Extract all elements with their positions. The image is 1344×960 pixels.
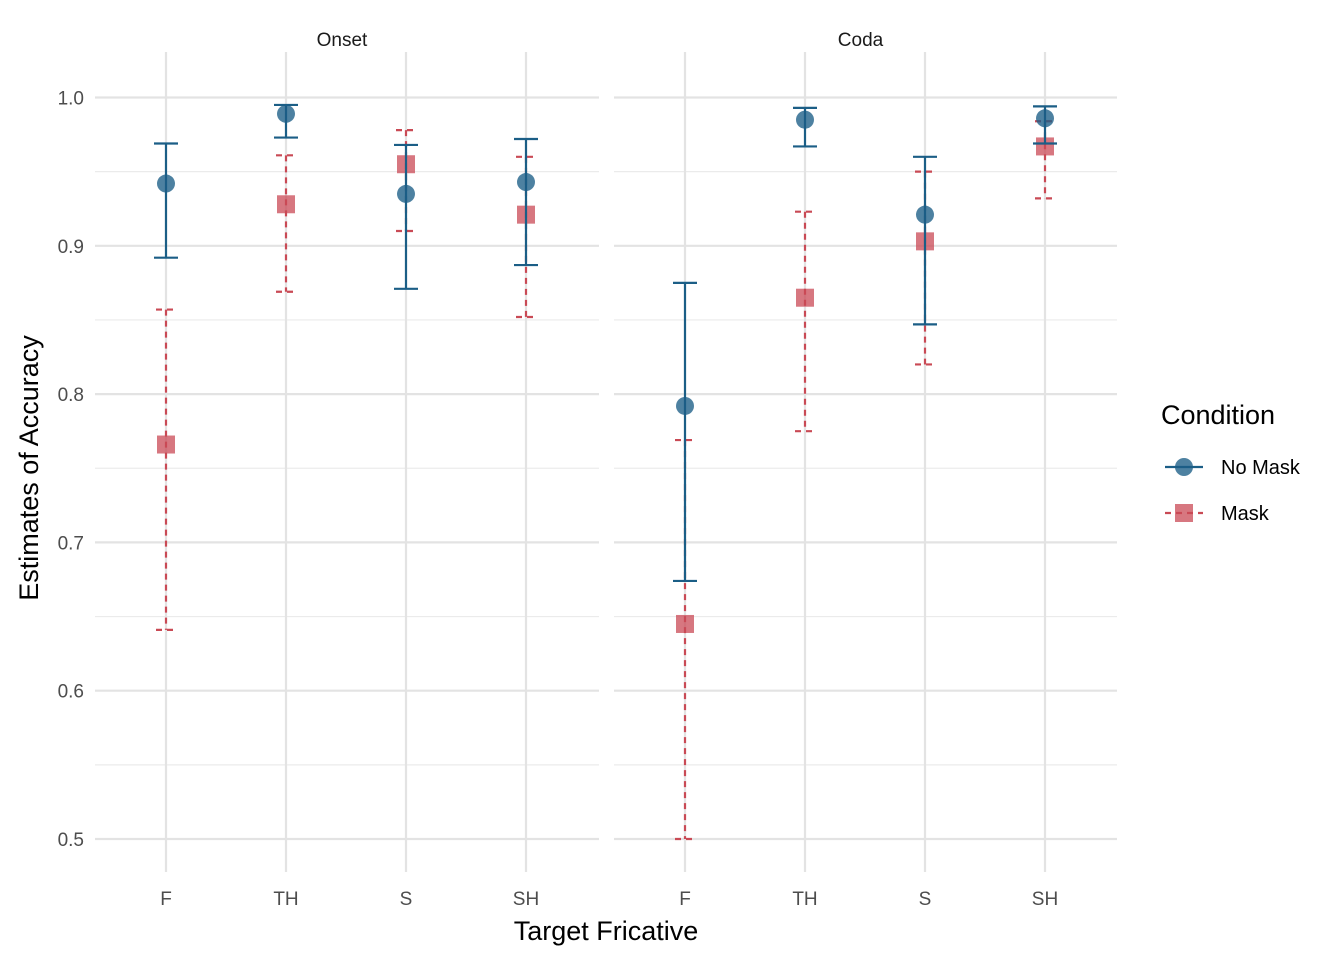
point-no-mask bbox=[916, 205, 934, 224]
point-mask bbox=[277, 195, 295, 214]
y-tick-label: 0.8 bbox=[58, 385, 84, 406]
point-mask bbox=[157, 435, 175, 454]
x-tick-label: F bbox=[160, 889, 172, 910]
grid bbox=[95, 52, 1117, 872]
legend-key-square-mask bbox=[1175, 504, 1193, 522]
x-tick-label: SH bbox=[1032, 889, 1058, 910]
point-no-mask bbox=[676, 396, 694, 415]
x-tick-label: S bbox=[400, 889, 413, 910]
legend: Condition No Mask Mask bbox=[1161, 400, 1301, 525]
y-tick-label: 0.9 bbox=[58, 237, 84, 258]
x-tick-label: F bbox=[679, 889, 691, 910]
x-tick-label: TH bbox=[273, 889, 298, 910]
x-tick-label: SH bbox=[513, 889, 539, 910]
legend-label-no-mask: No Mask bbox=[1221, 457, 1301, 479]
point-no-mask bbox=[796, 110, 814, 129]
point-no-mask bbox=[277, 104, 295, 123]
legend-keys bbox=[1165, 458, 1203, 522]
point-no-mask bbox=[397, 184, 415, 203]
legend-label-mask: Mask bbox=[1221, 503, 1270, 525]
panel-label-onset: Onset bbox=[317, 30, 368, 51]
axis-labels: Onset F TH S SH Coda F TH S SH 0.5 0.6 0.7 0.8 0.9 1.0 bbox=[58, 30, 1059, 910]
x-tick-label: TH bbox=[792, 889, 817, 910]
x-axis-title: Target Fricative bbox=[514, 916, 699, 946]
y-tick-label: 0.5 bbox=[58, 830, 84, 851]
point-mask bbox=[796, 288, 814, 307]
y-tick-label: 0.6 bbox=[58, 682, 84, 703]
point-no-mask bbox=[157, 174, 175, 193]
point-mask bbox=[676, 614, 694, 633]
y-axis-title: Estimates of Accuracy bbox=[14, 335, 44, 601]
panel-label-coda: Coda bbox=[838, 30, 884, 51]
point-no-mask bbox=[517, 173, 535, 192]
y-tick-label: 0.7 bbox=[58, 533, 84, 554]
point-no-mask bbox=[1036, 109, 1054, 128]
x-tick-label: S bbox=[919, 889, 932, 910]
legend-key-circle-no-mask bbox=[1175, 458, 1193, 476]
data-series bbox=[154, 103, 1057, 841]
legend-title: Condition bbox=[1161, 400, 1275, 430]
y-tick-label: 1.0 bbox=[58, 89, 84, 110]
point-mask bbox=[1036, 137, 1054, 156]
